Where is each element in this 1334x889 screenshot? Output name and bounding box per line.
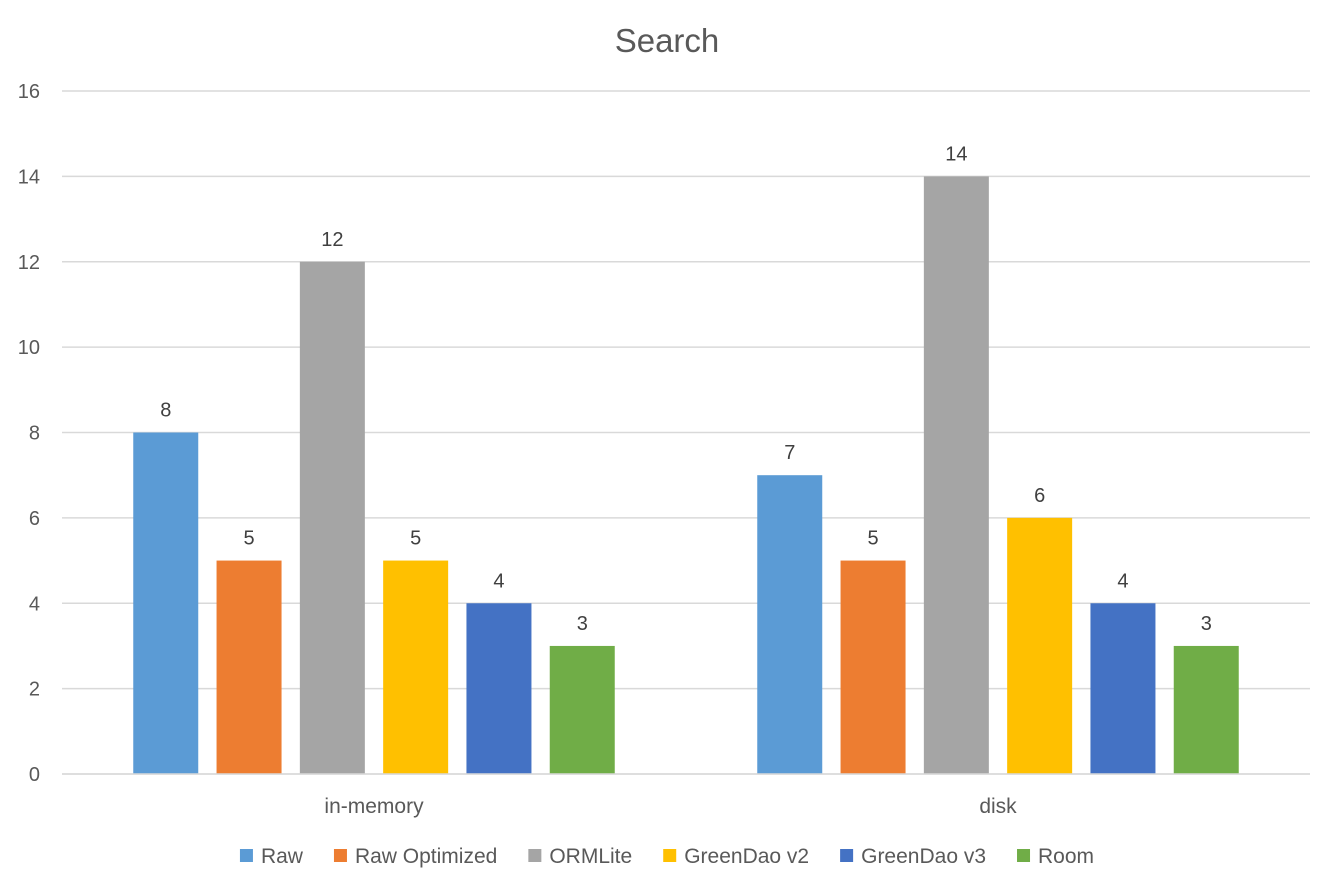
legend: Raw Raw Optimized ORMLite GreenDao v2 GreenD… [239, 845, 1094, 868]
legend-swatch [1017, 849, 1031, 862]
legend-label: ORMLite [549, 845, 632, 868]
data-labels: 8 5 12 5 4 3 7 5 14 6 4 3 [160, 143, 1212, 635]
bar-greendao-v2-disk [1007, 517, 1073, 774]
bar-ormlite-disk [923, 176, 989, 774]
data-label: 7 [784, 442, 795, 464]
y-axis: 0 2 4 6 8 10 12 14 16 [18, 81, 40, 786]
legend-item: GreenDao v3 [840, 845, 986, 868]
bar-greendao-v3-disk [1090, 603, 1156, 774]
legend-swatch [333, 849, 347, 862]
data-label: 3 [577, 613, 588, 635]
legend-swatch [663, 849, 677, 862]
legend-swatch [840, 849, 854, 862]
y-tick-label: 10 [18, 337, 40, 359]
data-label: 4 [493, 570, 504, 592]
legend-item: Raw Optimized [333, 845, 497, 868]
data-label: 14 [945, 143, 967, 165]
bar-raw-optimized-in-memory [216, 560, 282, 774]
y-tick-label: 16 [18, 81, 40, 103]
y-tick-label: 0 [29, 764, 40, 786]
bars [133, 176, 1239, 774]
legend-item: ORMLite [528, 845, 632, 868]
data-label: 5 [410, 528, 421, 550]
data-label: 6 [1034, 485, 1045, 507]
chart-title: Search [615, 22, 720, 59]
legend-label: Raw [261, 845, 304, 868]
legend-item: Raw [239, 845, 304, 868]
bar-greendao-v2-in-memory [383, 560, 449, 774]
bar-room-disk [1173, 645, 1239, 774]
legend-item: GreenDao v2 [663, 845, 809, 868]
y-tick-label: 4 [29, 593, 40, 615]
bar-ormlite-in-memory [299, 261, 365, 774]
bar-raw-in-memory [133, 432, 199, 774]
legend-label: GreenDao v3 [861, 845, 986, 868]
bar-raw-disk [757, 475, 823, 774]
y-tick-label: 6 [29, 508, 40, 530]
y-tick-label: 12 [18, 252, 40, 274]
data-label: 12 [321, 229, 343, 251]
bar-raw-optimized-disk [840, 560, 906, 774]
data-label: 4 [1117, 570, 1128, 592]
bar-greendao-v3-in-memory [466, 603, 532, 774]
data-label: 3 [1201, 613, 1212, 635]
x-axis: in-memory disk [62, 773, 1310, 818]
y-tick-label: 8 [29, 423, 40, 445]
x-category-label: disk [979, 795, 1017, 818]
legend-label: Raw Optimized [355, 845, 497, 868]
legend-label: GreenDao v2 [684, 845, 809, 868]
data-label: 5 [243, 528, 254, 550]
x-category-label: in-memory [324, 795, 424, 818]
legend-swatch [239, 849, 253, 862]
y-tick-label: 14 [18, 166, 40, 188]
legend-item: Room [1017, 845, 1094, 868]
bar-room-in-memory [549, 645, 615, 774]
legend-swatch [528, 849, 542, 862]
data-label: 8 [160, 400, 171, 422]
legend-label: Room [1038, 845, 1094, 868]
data-label: 5 [867, 528, 878, 550]
y-tick-label: 2 [29, 679, 40, 701]
